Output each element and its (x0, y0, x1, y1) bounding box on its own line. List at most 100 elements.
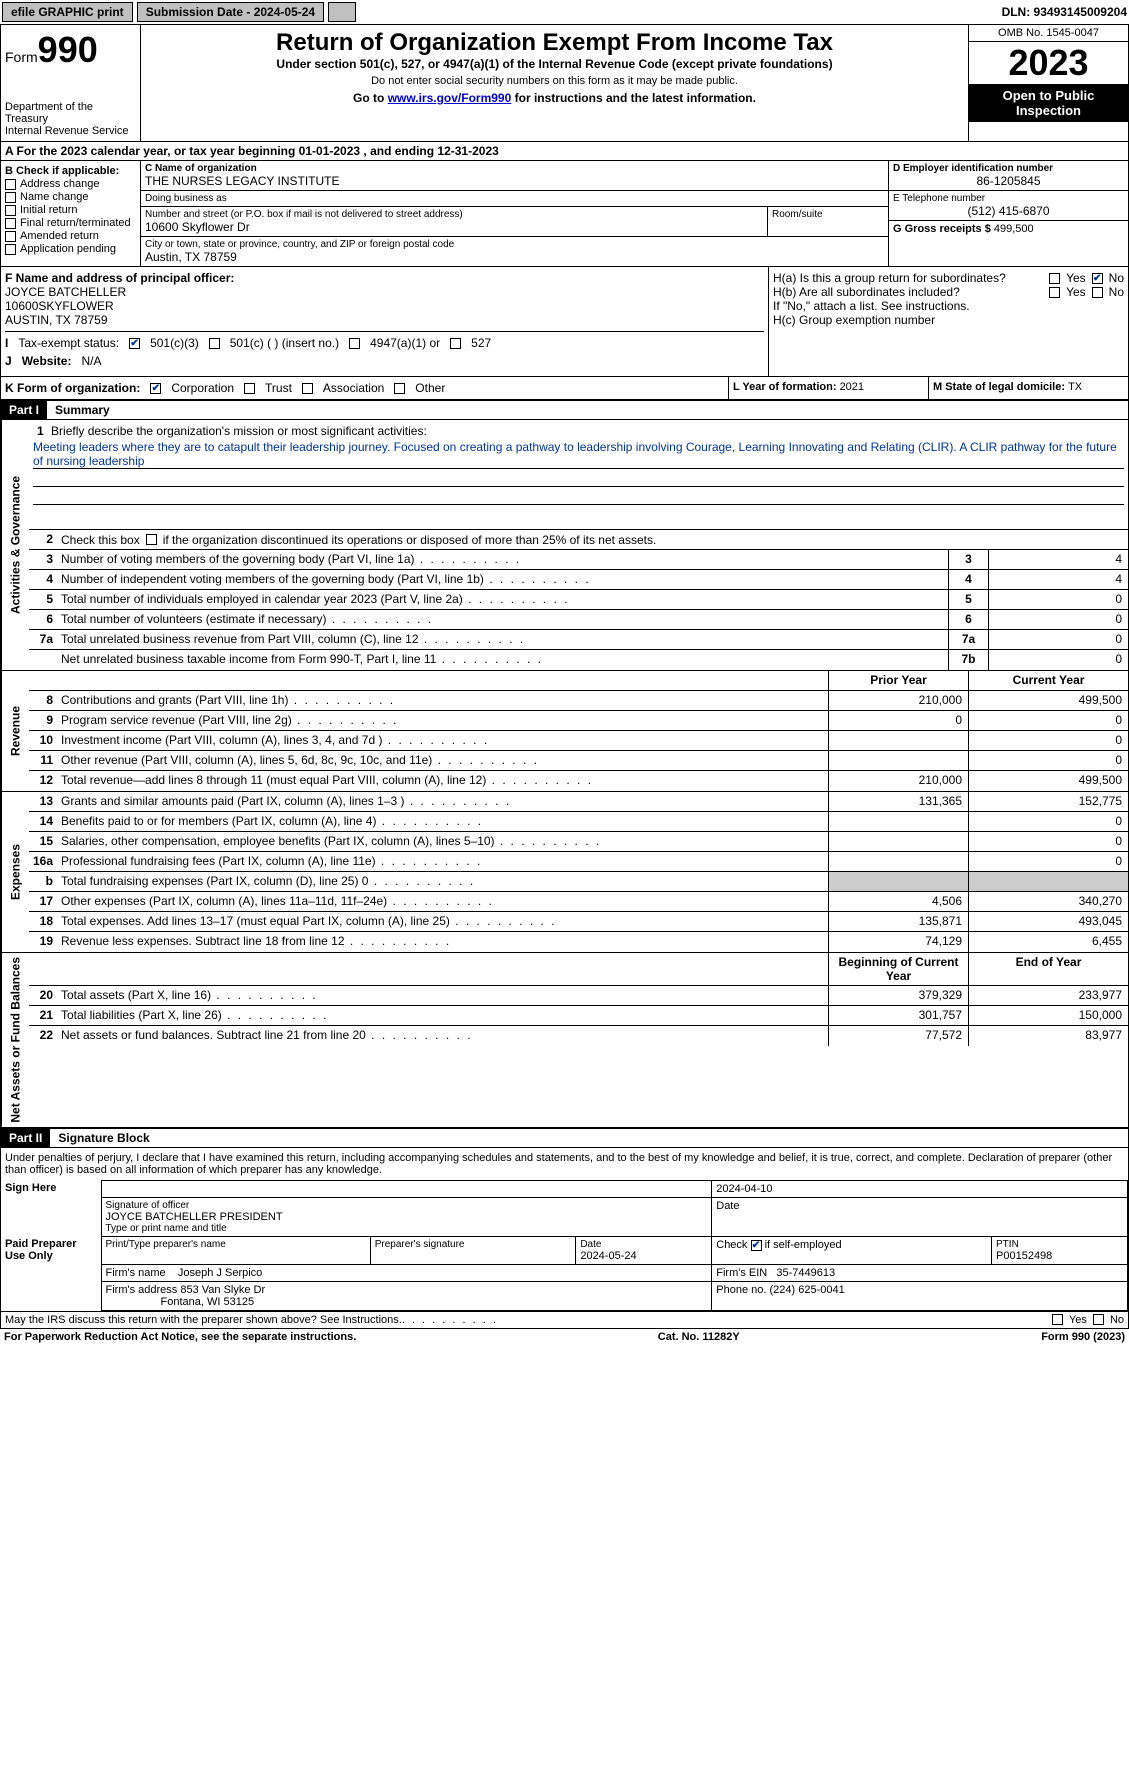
firm-addr-label: Firm's address (106, 1284, 178, 1296)
cat-number: Cat. No. 11282Y (658, 1331, 740, 1343)
top-bar: efile GRAPHIC print Submission Date - 20… (0, 0, 1129, 24)
type-name-label: Type or print name and title (106, 1223, 708, 1234)
chk-other[interactable] (394, 383, 405, 394)
blank-button[interactable] (328, 2, 356, 22)
mission-blank3 (33, 507, 1124, 523)
firm-addr2: Fontana, WI 53125 (161, 1296, 255, 1308)
dln-text: DLN: 93493145009204 (1002, 5, 1127, 19)
sig-officer-label: Signature of officer (106, 1200, 708, 1211)
prep-date: 2024-05-24 (580, 1250, 707, 1262)
goto-prefix: Go to (353, 91, 388, 105)
suite-label: Room/suite (772, 209, 884, 220)
firm-phone-label: Phone no. (716, 1284, 766, 1296)
form-footer: Form 990 (2023) (1041, 1331, 1125, 1343)
summary-line: 7aTotal unrelated business revenue from … (29, 630, 1128, 650)
col-b-header: B Check if applicable: (5, 165, 136, 177)
phone-value: (512) 415-6870 (893, 204, 1124, 218)
chk-self-employed[interactable] (751, 1240, 762, 1251)
chk-527[interactable] (450, 338, 461, 349)
chk-501c3[interactable] (129, 338, 140, 349)
lbl-trust: Trust (265, 381, 292, 395)
chk-trust[interactable] (244, 383, 255, 394)
signature-table: Sign Here 2024-04-10 Signature of office… (1, 1180, 1128, 1311)
gross-label: G Gross receipts $ (893, 223, 994, 235)
summary-na: Net Assets or Fund Balances Beginning of… (1, 953, 1128, 1129)
side-exp: Expenses (1, 792, 29, 952)
row-k-l-m: K Form of organization: Corporation Trus… (1, 377, 1128, 401)
summary-line: 22Net assets or fund balances. Subtract … (29, 1026, 1128, 1046)
chk-ha-no[interactable] (1092, 273, 1103, 284)
tax-status-label: Tax-exempt status: (18, 336, 119, 350)
lbl-assoc: Association (323, 381, 384, 395)
self-emp-label: if self-employed (765, 1239, 842, 1251)
year-formation-label: L Year of formation: (733, 381, 840, 393)
chk-hb-no[interactable] (1092, 287, 1103, 298)
summary-line: 8Contributions and grants (Part VIII, li… (29, 691, 1128, 711)
row-a-prefix: A For the 2023 calendar year, or tax yea… (5, 144, 299, 158)
chk-ha-yes[interactable] (1049, 273, 1060, 284)
line2-desc: Check this box if the organization disco… (57, 530, 1128, 549)
summary-line: bTotal fundraising expenses (Part IX, co… (29, 872, 1128, 892)
website-value: N/A (81, 354, 101, 368)
chk-name-change[interactable] (5, 192, 16, 203)
lbl-501c: 501(c) ( ) (insert no.) (230, 336, 339, 350)
check-if-label: Check (716, 1239, 747, 1251)
open-inspection: Open to Public Inspection (969, 84, 1128, 122)
chk-final-return[interactable] (5, 218, 16, 229)
chk-amended[interactable] (5, 231, 16, 242)
lbl-address-change: Address change (20, 178, 100, 190)
efile-button[interactable]: efile GRAPHIC print (2, 2, 133, 22)
chk-discontinued[interactable] (146, 534, 157, 545)
irs-link[interactable]: www.irs.gov/Form990 (388, 91, 512, 105)
lbl-corp: Corporation (171, 381, 234, 395)
chk-discuss-no[interactable] (1093, 1314, 1104, 1325)
omb-number: OMB No. 1545-0047 (969, 25, 1128, 42)
form-prefix: Form (5, 49, 38, 65)
summary-exp: Expenses 13Grants and similar amounts pa… (1, 792, 1128, 953)
phone-label: E Telephone number (893, 193, 1124, 204)
chk-501c[interactable] (209, 338, 220, 349)
part1-badge: Part I (1, 401, 47, 419)
firm-name-label: Firm's name (106, 1267, 166, 1279)
summary-line: 18Total expenses. Add lines 13–17 (must … (29, 912, 1128, 932)
prep-name-label: Print/Type preparer's name (106, 1239, 366, 1250)
officer-name: JOYCE BATCHELLER (5, 285, 764, 299)
tax-year-begin: 01-01-2023 (299, 144, 360, 158)
chk-discuss-yes[interactable] (1052, 1314, 1063, 1325)
firm-phone: (224) 625-0041 (769, 1284, 844, 1296)
summary-line: Net unrelated business taxable income fr… (29, 650, 1128, 670)
hc-label: H(c) Group exemption number (773, 313, 1124, 327)
city-value: Austin, TX 78759 (145, 250, 884, 264)
irs-text: Internal Revenue Service (5, 125, 136, 137)
lbl-no-2: No (1109, 285, 1124, 299)
submission-date-button[interactable]: Submission Date - 2024-05-24 (137, 2, 324, 22)
ein-label: D Employer identification number (893, 163, 1124, 174)
sign-here-label: Sign Here (1, 1180, 101, 1236)
street-value: 10600 Skyflower Dr (145, 220, 763, 234)
chk-hb-yes[interactable] (1049, 287, 1060, 298)
part2-header-row: Part II Signature Block (1, 1129, 1128, 1148)
chk-4947[interactable] (349, 338, 360, 349)
firm-ein: 35-7449613 (776, 1267, 835, 1279)
col-b-checkboxes: B Check if applicable: Address change Na… (1, 161, 141, 266)
perjury-statement: Under penalties of perjury, I declare th… (1, 1148, 1128, 1180)
pra-notice: For Paperwork Reduction Act Notice, see … (4, 1331, 356, 1343)
officer-street: 10600SKYFLOWER (5, 299, 764, 313)
summary-line: 13Grants and similar amounts paid (Part … (29, 792, 1128, 812)
firm-addr1: 853 Van Slyke Dr (180, 1284, 265, 1296)
website-label: Website: (22, 354, 72, 368)
chk-initial-return[interactable] (5, 205, 16, 216)
chk-assoc[interactable] (302, 383, 313, 394)
sig-date: 2024-04-10 (712, 1180, 1128, 1197)
summary-line: 3Number of voting members of the governi… (29, 550, 1128, 570)
section-f-through-j: F Name and address of principal officer:… (1, 267, 1128, 377)
chk-app-pending[interactable] (5, 244, 16, 255)
summary-line: 11Other revenue (Part VIII, column (A), … (29, 751, 1128, 771)
chk-address-change[interactable] (5, 179, 16, 190)
chk-corp[interactable] (150, 383, 161, 394)
officer-city: AUSTIN, TX 78759 (5, 313, 764, 327)
hb-label: H(b) Are all subordinates included? (773, 285, 960, 299)
part1-header-row: Part I Summary (1, 401, 1128, 420)
form-title: Return of Organization Exempt From Incom… (149, 29, 960, 57)
hdr-curr: Current Year (968, 671, 1128, 690)
